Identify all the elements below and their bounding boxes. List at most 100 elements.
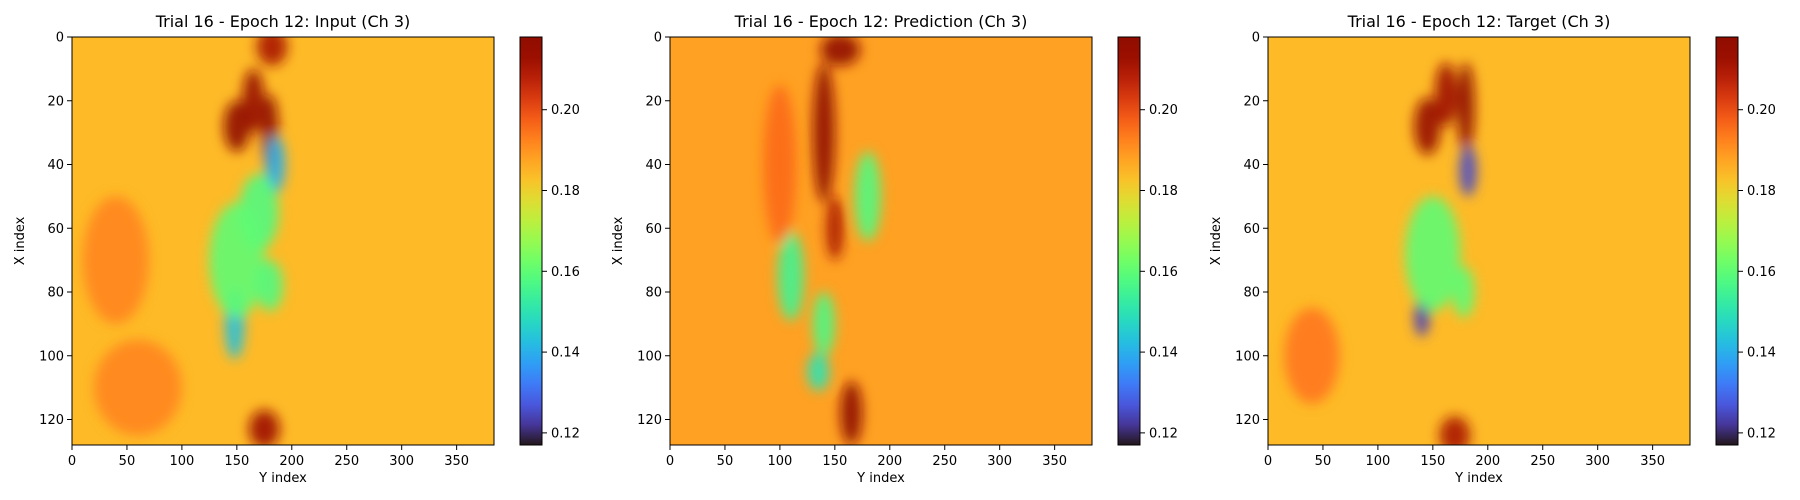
x-tick-label: 50: [119, 454, 136, 469]
x-tick-label: 250: [932, 454, 957, 469]
y-tick-label: 0: [1252, 31, 1260, 46]
y-tick-label: 60: [645, 222, 662, 237]
x-tick-label: 300: [987, 454, 1012, 469]
y-tick-label: 60: [47, 222, 64, 237]
chart-title: Trial 16 - Epoch 12: Target (Ch 3): [1347, 12, 1611, 31]
y-tick-label: 120: [1235, 413, 1260, 428]
x-tick-label: 150: [1420, 454, 1445, 469]
heatmap-feature: [265, 135, 286, 194]
colorbar: 0.12 0.14 0.16 0.18 0.20: [1117, 36, 1178, 446]
heatmap: [670, 37, 1092, 445]
colorbar: 0.12 0.14 0.16 0.18 0.20: [1715, 36, 1776, 446]
heatmap-feature: [1435, 62, 1458, 127]
colorbar-tick-label: 0.16: [1747, 265, 1776, 280]
y-tick-label: 20: [47, 94, 64, 109]
x-tick-label: 200: [279, 454, 304, 469]
colorbar-tick-label: 0.14: [1149, 346, 1178, 361]
colorbar-tick-label: 0.20: [1149, 103, 1178, 118]
x-tick-label: 0: [68, 454, 76, 469]
y-tick-label: 100: [637, 349, 662, 364]
axes-frame: [71, 36, 495, 446]
y-tick-label: 120: [39, 413, 64, 428]
heatmap-feature: [826, 196, 844, 261]
y-tick-label: 100: [1235, 349, 1260, 364]
y-tick-label: 100: [39, 349, 64, 364]
heatmap-feature: [777, 231, 805, 321]
heatmap-feature: [807, 352, 830, 391]
x-tick-label: 300: [389, 454, 414, 469]
colorbar-tick-label: 0.14: [1747, 346, 1776, 361]
heatmap-feature: [763, 84, 797, 245]
colorbar-tick-label: 0.18: [1149, 184, 1178, 199]
heatmap-feature: [1439, 416, 1471, 445]
x-axis-label: Y index: [258, 471, 307, 486]
panel-3: Trial 16 - Epoch 12: Target (Ch 3) 0 50 100…: [1209, 12, 1776, 486]
axes-frame: [669, 36, 1093, 446]
y-axis-label: X index: [13, 216, 28, 265]
y-tick-label: 40: [47, 158, 64, 173]
colorbar-gradient: [1715, 36, 1739, 446]
x-tick-label: 0: [1264, 454, 1272, 469]
y-tick-label: 80: [1243, 286, 1260, 301]
x-axis-label: Y index: [1454, 471, 1503, 486]
heatmap-feature: [1414, 97, 1441, 155]
heatmap-feature: [1452, 266, 1475, 318]
y-tick-label: 80: [645, 286, 662, 301]
colorbar-tick-label: 0.12: [1149, 426, 1178, 441]
x-tick-label: 50: [717, 454, 734, 469]
x-tick-label: 300: [1585, 454, 1610, 469]
y-tick-label: 20: [1243, 94, 1260, 109]
heatmap-feature: [812, 62, 835, 203]
heatmap-feature: [242, 68, 265, 133]
heatmap-feature: [854, 151, 881, 241]
heatmap-feature: [820, 37, 861, 66]
y-tick-label: 40: [1243, 158, 1260, 173]
heatmap-background: [1268, 37, 1690, 445]
x-tick-label: 350: [1042, 454, 1067, 469]
heatmap-feature: [1284, 307, 1340, 404]
y-tick-label: 120: [637, 413, 662, 428]
heatmap-feature: [256, 37, 288, 66]
y-tick-label: 0: [56, 31, 64, 46]
x-tick-label: 0: [666, 454, 674, 469]
x-tick-label: 100: [169, 454, 194, 469]
panel-2: Trial 16 - Epoch 12: Prediction (Ch 3) 0 5…: [611, 12, 1178, 486]
heatmap: [1268, 37, 1690, 445]
heatmap-feature: [1459, 145, 1477, 197]
colorbar-tick-label: 0.16: [1149, 265, 1178, 280]
heatmap-feature: [248, 409, 280, 445]
colorbar-tick-label: 0.18: [551, 184, 580, 199]
colorbar-gradient: [519, 36, 543, 446]
y-tick-label: 80: [47, 286, 64, 301]
heatmap-feature: [1457, 62, 1475, 152]
x-tick-label: 200: [877, 454, 902, 469]
colorbar-tick-label: 0.16: [551, 265, 580, 280]
x-tick-label: 100: [1365, 454, 1390, 469]
colorbar-tick-label: 0.12: [551, 426, 580, 441]
axes-frame: [1267, 36, 1691, 446]
colorbar-tick-label: 0.20: [1747, 103, 1776, 118]
heatmap-feature: [209, 202, 265, 318]
x-tick-label: 200: [1475, 454, 1500, 469]
x-tick-label: 350: [444, 454, 469, 469]
chart-title: Trial 16 - Epoch 12: Prediction (Ch 3): [734, 12, 1028, 31]
heatmap-feature: [82, 196, 149, 324]
colorbar: 0.12 0.14 0.16 0.18 0.20: [519, 36, 580, 446]
colorbar-tick-label: 0.18: [1747, 184, 1776, 199]
x-tick-label: 350: [1640, 454, 1665, 469]
colorbar-gradient: [1117, 36, 1141, 446]
x-tick-label: 250: [334, 454, 359, 469]
x-tick-label: 250: [1530, 454, 1555, 469]
x-tick-label: 150: [224, 454, 249, 469]
heatmap-background: [670, 37, 1092, 445]
heatmap-feature: [1405, 196, 1461, 312]
y-tick-label: 40: [645, 158, 662, 173]
y-tick-label: 0: [654, 31, 662, 46]
y-axis-label: X index: [1209, 216, 1224, 265]
x-tick-label: 50: [1315, 454, 1332, 469]
x-tick-label: 150: [822, 454, 847, 469]
heatmap-feature: [256, 260, 283, 312]
x-tick-label: 100: [767, 454, 792, 469]
panel-1: Trial 16 - Epoch 12: Input (Ch 3) 0 50 100 1…: [13, 12, 580, 486]
